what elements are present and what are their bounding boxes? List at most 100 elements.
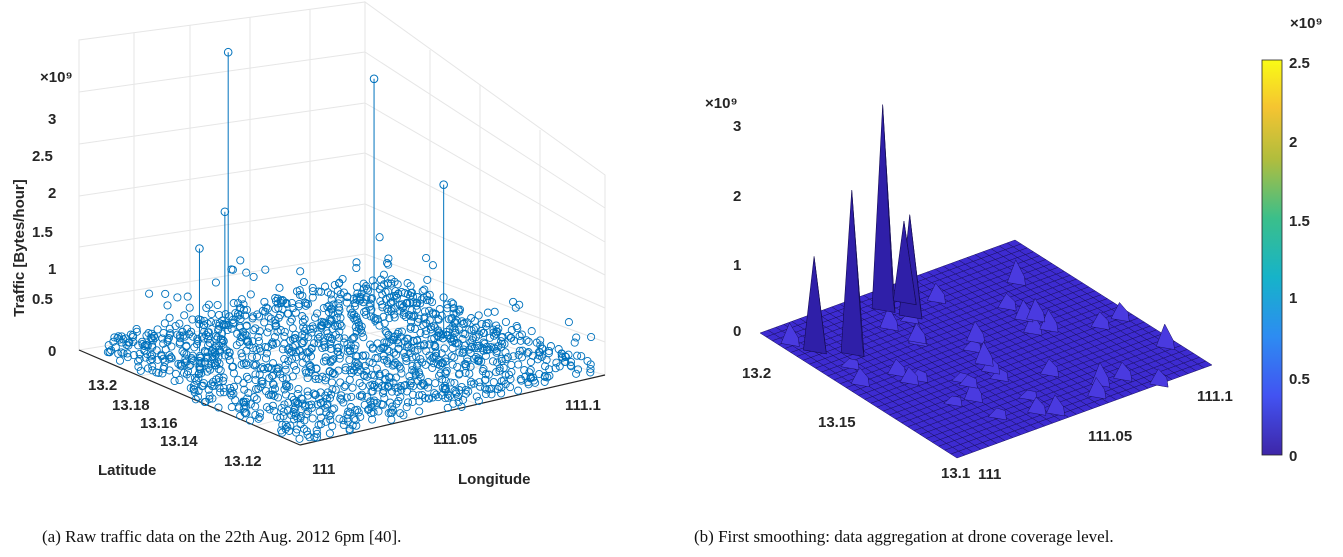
colorbar (1261, 59, 1283, 456)
data-point (347, 310, 356, 319)
data-point (540, 372, 549, 381)
data-point (488, 357, 498, 366)
data-point (239, 404, 248, 413)
data-point (352, 263, 361, 273)
data-point (512, 321, 521, 331)
data-point (260, 318, 269, 327)
data-point (275, 370, 285, 379)
data-point (355, 378, 364, 388)
data-point (272, 339, 281, 348)
data-point (299, 337, 308, 346)
data-point (356, 325, 365, 334)
data-point (515, 300, 524, 309)
surface-peak (871, 104, 896, 313)
data-point (487, 390, 496, 399)
data-point (328, 355, 337, 364)
data-point (291, 330, 300, 339)
x-tick: 111 (312, 461, 335, 478)
data-point (378, 303, 387, 312)
data-point (185, 303, 194, 312)
data-point (394, 339, 403, 348)
data-point (454, 398, 463, 407)
data-point (308, 414, 317, 423)
data-point (381, 369, 390, 378)
data-point (205, 391, 214, 400)
data-point (367, 294, 376, 304)
data-point (323, 329, 332, 338)
data-point (492, 368, 501, 377)
chart-a: 0 0.5 1 1.5 2 2.5 3 ×10⁹ Traffic [Bytes/… (11, 1, 606, 488)
data-point (396, 409, 405, 418)
data-point (211, 350, 220, 359)
data-point (313, 400, 322, 409)
data-point (298, 358, 307, 367)
data-point (242, 372, 251, 381)
data-point (443, 403, 452, 412)
data-point (326, 415, 335, 424)
data-point (399, 308, 408, 317)
chart-b-x-ticks: 111 111.05 111.1 (978, 388, 1233, 483)
data-point (258, 306, 267, 315)
data-point (380, 343, 389, 352)
data-point (233, 329, 242, 338)
data-point (229, 299, 238, 308)
data-point (123, 353, 132, 362)
data-point (292, 353, 301, 362)
data-point (262, 349, 271, 358)
data-point (281, 380, 291, 389)
data-point (374, 407, 383, 416)
data-point (261, 354, 271, 363)
data-point (453, 338, 462, 347)
data-point (329, 355, 338, 364)
surface-peak (813, 256, 827, 354)
data-point (524, 337, 533, 346)
data-point (514, 360, 523, 369)
data-point (417, 295, 426, 304)
data-point (406, 281, 415, 291)
data-point (268, 390, 277, 399)
surface-bump (899, 366, 919, 386)
data-point (315, 407, 324, 416)
data-point (245, 341, 254, 350)
data-point (359, 284, 369, 293)
data-point (264, 312, 273, 321)
surface-bump (958, 374, 978, 389)
z-tick: 1 (733, 257, 741, 274)
data-point (148, 350, 157, 359)
data-point (160, 319, 169, 328)
data-point (396, 382, 405, 391)
data-point (320, 282, 330, 291)
data-point (478, 367, 487, 376)
data-point (416, 354, 425, 364)
data-point (263, 328, 272, 337)
data-point (207, 309, 216, 319)
data-point (286, 348, 295, 357)
colorbar-tick: 2.5 (1289, 55, 1310, 72)
surface-bump (926, 282, 946, 305)
data-point (471, 333, 481, 342)
data-point (284, 398, 293, 407)
data-point (136, 366, 145, 375)
data-point (303, 387, 312, 396)
z-exponent: ×10⁹ (40, 69, 73, 86)
data-point (153, 325, 162, 334)
data-point (300, 298, 310, 307)
data-point (478, 344, 487, 353)
data-point (447, 352, 456, 361)
data-point (403, 398, 413, 407)
data-point (221, 310, 230, 319)
data-point (510, 336, 519, 345)
data-point (249, 326, 258, 335)
stem-point (223, 47, 233, 57)
data-point (267, 372, 277, 381)
data-point (229, 382, 239, 391)
data-point (283, 382, 292, 391)
surface-bump (1087, 376, 1107, 400)
surface-peak (803, 256, 827, 355)
data-point (356, 292, 365, 301)
data-point (448, 322, 457, 331)
data-point (501, 355, 510, 364)
data-point (224, 351, 233, 360)
data-point (325, 411, 334, 421)
data-point (412, 305, 421, 314)
